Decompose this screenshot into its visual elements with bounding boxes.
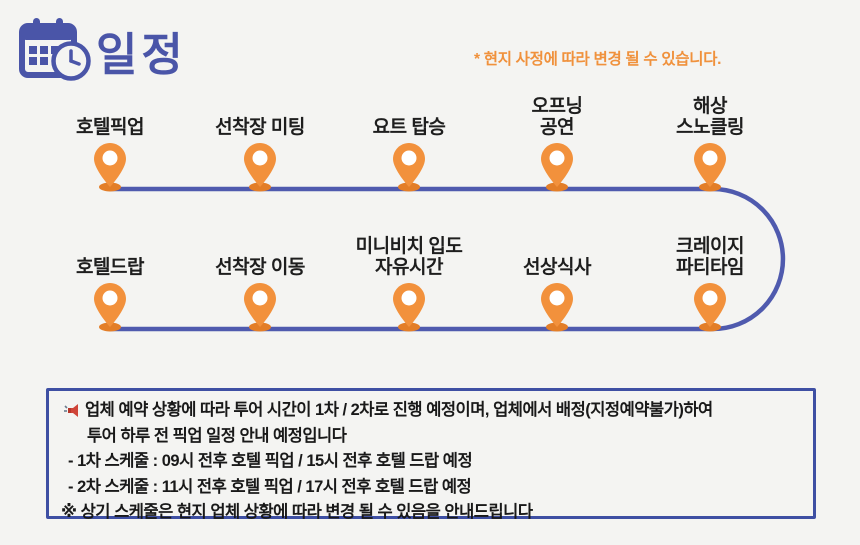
map-pin-icon [94, 283, 126, 332]
note-line: ※ 상기 스케줄은 현지 업체 상황에 따라 변경 될 수 있음을 안내드립니다 [61, 503, 533, 521]
note-line: 업체 예약 상황에 따라 투어 시간이 1차 / 2차로 진행 예정이며, 업체… [61, 398, 801, 424]
disclaimer-note: * 현지 사정에 따라 변경 될 수 있습니다. [474, 51, 722, 68]
timeline-stop-crazy-partytime: 크레이지 파티타임 [635, 235, 785, 332]
stop-label: 호텔드랍 [76, 257, 144, 278]
map-pin-icon [94, 143, 126, 192]
stop-label: 오프닝 공연 [531, 96, 583, 138]
timeline-stop-hotel-pickup: 호텔픽업 [35, 95, 185, 192]
timeline-stop-dock-meeting: 선착장 미팅 [185, 95, 335, 192]
note-line: - 1차 스케줄 : 09시 전후 호텔 픽업 / 15시 전후 호텔 드랍 예… [68, 452, 473, 470]
stop-label: 선착장 미팅 [215, 117, 305, 138]
megaphone-icon [64, 404, 78, 417]
map-pin-icon [244, 143, 276, 192]
timeline-stop-hotel-drop: 호텔드랍 [35, 235, 185, 332]
timeline-stop-onboard-meal: 선상식사 [482, 235, 632, 332]
timeline-stop-minibeach-freetime: 미니비치 입도 자유시간 [334, 235, 484, 332]
stop-label: 크레이지 파티타임 [676, 236, 744, 278]
map-pin-icon [244, 283, 276, 332]
map-pin-icon [393, 143, 425, 192]
timeline-stop-dock-move: 선착장 이동 [185, 235, 335, 332]
timeline-stop-yacht-boarding: 요트 탑승 [334, 95, 484, 192]
note-line: - 2차 스케줄 : 11시 전후 호텔 픽업 / 17시 전후 호텔 드랍 예… [68, 477, 472, 496]
stop-label: 선착장 이동 [215, 257, 305, 278]
map-pin-icon [541, 283, 573, 332]
stop-label: 미니비치 입도 자유시간 [355, 236, 463, 278]
stop-label: 호텔픽업 [76, 117, 144, 138]
timeline-stop-sea-snorkeling: 해상 스노클링 [635, 95, 785, 192]
stop-label: 해상 스노클링 [676, 96, 744, 138]
map-pin-icon [393, 283, 425, 332]
note-text: 업체 예약 상황에 따라 투어 시간이 1차 / 2차로 진행 예정이며, 업체… [85, 401, 713, 419]
page-title: 일정 [96, 29, 187, 80]
calendar-clock-icon [19, 18, 91, 81]
stop-label: 요트 탑승 [372, 117, 446, 138]
map-pin-icon [541, 143, 573, 192]
map-pin-icon [694, 283, 726, 332]
note-line: 투어 하루 전 픽업 일정 안내 예정입니다 [87, 426, 347, 445]
timeline-stop-opening-show: 오프닝 공연 [482, 95, 632, 192]
stop-label: 선상식사 [523, 257, 591, 278]
notes-box: 업체 예약 상황에 따라 투어 시간이 1차 / 2차로 진행 예정이며, 업체… [46, 388, 816, 521]
map-pin-icon [694, 143, 726, 192]
